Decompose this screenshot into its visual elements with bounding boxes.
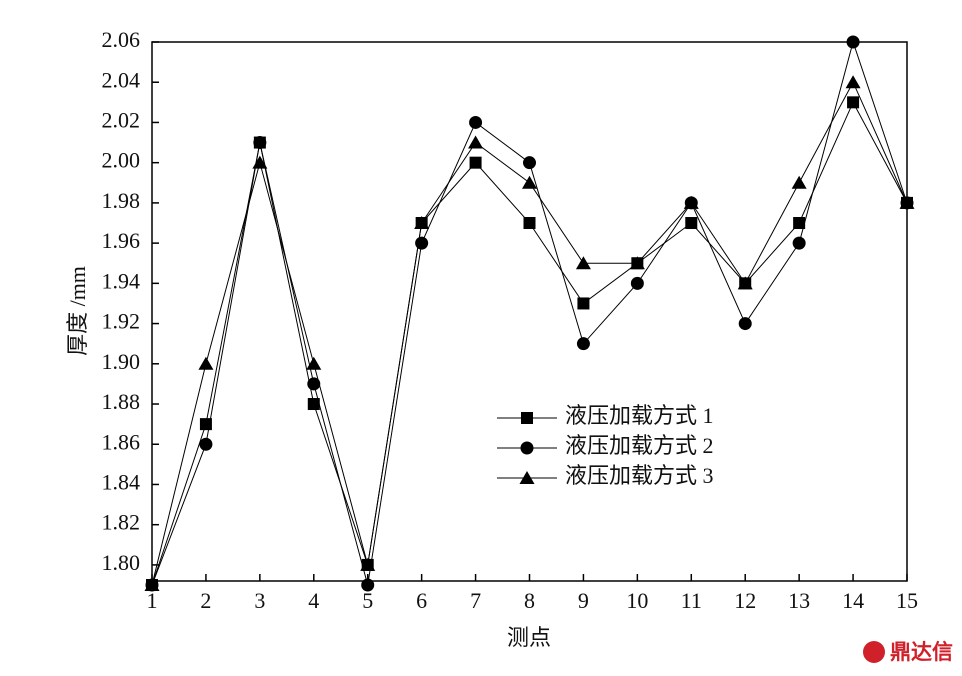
marker-circle (361, 578, 375, 592)
marker-triangle (360, 557, 376, 571)
y-tick-label: 1.84 (102, 470, 141, 495)
y-tick-label: 1.86 (102, 429, 141, 454)
plot-frame (151, 41, 908, 582)
series-line (151, 40, 908, 586)
x-tick-label: 2 (200, 588, 211, 613)
marker-triangle (575, 256, 591, 270)
marker-circle (792, 236, 806, 250)
marker-circle (738, 317, 752, 331)
x-tick-label: 5 (362, 588, 373, 613)
y-tick-label: 2.02 (102, 107, 141, 132)
x-tick-label: 1 (147, 588, 158, 613)
marker-square (307, 398, 320, 411)
y-tick-label: 2.04 (102, 67, 141, 92)
y-tick-label: 1.80 (102, 550, 141, 575)
x-tick-label: 14 (842, 588, 864, 613)
y-tick-label: 1.82 (102, 510, 141, 535)
marker-triangle (737, 276, 753, 290)
y-tick-label: 1.90 (102, 349, 141, 374)
marker-square (847, 96, 860, 109)
marker-square (469, 156, 482, 169)
y-tick-label: 1.88 (102, 389, 141, 414)
marker-circle (307, 377, 321, 391)
x-tick-label: 10 (626, 588, 648, 613)
legend-marker (521, 412, 533, 424)
x-tick-label: 4 (308, 588, 319, 613)
marker-circle (630, 276, 644, 290)
marker-triangle (629, 256, 645, 270)
marker-circle (199, 437, 213, 451)
legend-marker (519, 471, 535, 484)
y-tick-label: 1.98 (102, 188, 141, 213)
y-tick-label: 1.94 (102, 268, 141, 293)
x-axis-label: 测点 (507, 625, 551, 650)
marker-square (523, 217, 536, 230)
marker-triangle (791, 175, 807, 189)
x-tick-label: 13 (788, 588, 810, 613)
y-axis-label: 厚度 /mm (65, 266, 90, 356)
watermark: 鼎达信 (890, 640, 953, 664)
watermark-logo (863, 641, 885, 663)
marker-square (793, 217, 806, 230)
marker-circle (576, 337, 590, 351)
marker-square (685, 217, 698, 230)
legend-marker (520, 441, 534, 455)
legend-label: 液压加载方式 3 (565, 463, 714, 488)
y-tick-label: 1.96 (102, 228, 141, 253)
marker-triangle (522, 175, 537, 189)
marker-circle (469, 115, 483, 129)
series-line (151, 101, 908, 586)
marker-triangle (683, 195, 699, 209)
marker-circle (846, 35, 860, 49)
y-tick-label: 2.00 (102, 148, 141, 173)
x-tick-label: 8 (524, 588, 535, 613)
marker-triangle (306, 356, 322, 370)
marker-triangle (198, 356, 214, 370)
x-tick-label: 12 (734, 588, 756, 613)
marker-circle (523, 156, 536, 170)
legend-label: 液压加载方式 1 (565, 403, 714, 428)
y-tick-label: 1.92 (102, 309, 141, 334)
marker-triangle (899, 195, 915, 209)
x-tick-label: 7 (470, 588, 481, 613)
marker-triangle (414, 216, 430, 230)
x-tick-label: 15 (896, 588, 918, 613)
marker-circle (253, 136, 267, 150)
marker-triangle (468, 135, 484, 149)
x-tick-label: 3 (254, 588, 265, 613)
marker-triangle (144, 578, 160, 592)
marker-square (577, 297, 590, 310)
x-tick-label: 11 (681, 588, 702, 613)
y-tick-label: 2.06 (102, 27, 141, 52)
marker-triangle (252, 155, 268, 169)
x-tick-label: 6 (416, 588, 427, 613)
marker-triangle (845, 75, 861, 89)
legend-label: 液压加载方式 2 (565, 433, 714, 458)
x-tick-label: 9 (578, 588, 589, 613)
marker-circle (415, 236, 429, 250)
